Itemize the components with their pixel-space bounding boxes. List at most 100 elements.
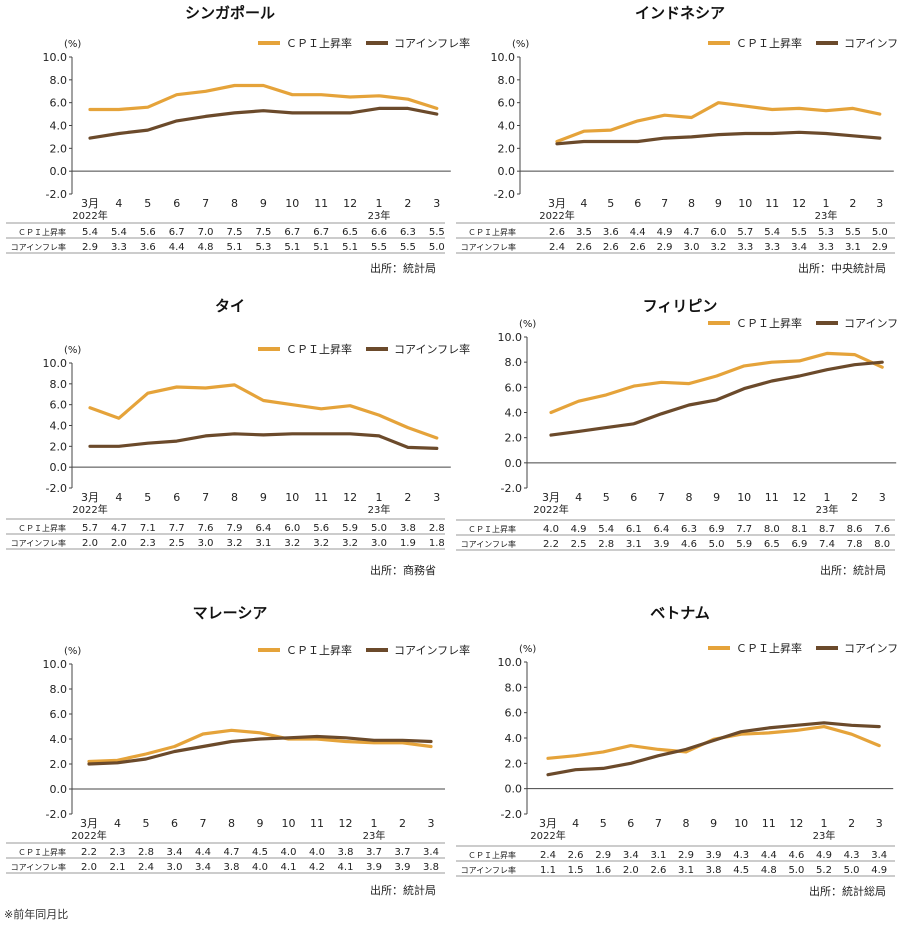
x-tick-label: 9 bbox=[260, 491, 267, 504]
table-cell: 5.1 bbox=[342, 242, 358, 253]
x-tick-label: 8 bbox=[231, 491, 238, 504]
x-tick-label: 4 bbox=[572, 817, 579, 830]
table-cell: 6.3 bbox=[400, 227, 416, 238]
table-cell: 2.4 bbox=[138, 862, 154, 873]
table-cell: 4.1 bbox=[281, 862, 297, 873]
series-line-core bbox=[548, 723, 879, 775]
table-row-label-cpi: ＣＰＩ上昇率 bbox=[468, 227, 516, 237]
x-tick-label: 3月 bbox=[548, 197, 566, 210]
table-cell: 3.3 bbox=[818, 242, 834, 253]
legend-label-core: コアインフレ率 bbox=[394, 36, 470, 50]
y-tick-label: 10.0 bbox=[491, 51, 516, 64]
y-tick-label: 4.0 bbox=[505, 732, 523, 745]
x-tick-label: 12 bbox=[339, 817, 353, 830]
table-cell: 4.3 bbox=[733, 850, 749, 861]
x-tick-label: 10 bbox=[738, 197, 752, 210]
x-tick-label: 3月 bbox=[542, 491, 560, 504]
y-tick-label: 0.0 bbox=[50, 165, 68, 178]
table-cell: 1.1 bbox=[540, 865, 556, 876]
source-label: 出所：統計局 bbox=[370, 883, 436, 897]
table-cell: 3.3 bbox=[111, 242, 127, 253]
table-cell: 3.9 bbox=[366, 862, 382, 873]
x-year-label: 2022年 bbox=[530, 829, 565, 842]
table-cell: 3.2 bbox=[313, 538, 329, 549]
table-cell: 7.0 bbox=[198, 227, 214, 238]
table-cell: 3.2 bbox=[342, 538, 358, 549]
x-tick-label: 11 bbox=[314, 491, 328, 504]
x-tick-label: 5 bbox=[607, 197, 614, 210]
x-year-label: 2022年 bbox=[533, 503, 568, 516]
table-cell: 6.5 bbox=[764, 539, 780, 550]
table-cell: 3.1 bbox=[650, 850, 666, 861]
table-cell: 2.4 bbox=[549, 242, 565, 253]
table-cell: 7.5 bbox=[255, 227, 271, 238]
x-tick-label: 1 bbox=[376, 491, 383, 504]
y-tick-label: -2.0 bbox=[501, 482, 522, 495]
x-year-label: 23年 bbox=[368, 209, 391, 222]
table-cell: 7.6 bbox=[198, 523, 214, 534]
legend-label-core: コアインフレ率 bbox=[394, 342, 470, 356]
x-tick-label: 2 bbox=[404, 197, 411, 210]
table-cell: 8.6 bbox=[847, 524, 863, 535]
table-cell: 2.1 bbox=[110, 862, 126, 873]
table-cell: 3.8 bbox=[423, 862, 439, 873]
chart-title: インドネシア bbox=[635, 4, 725, 22]
table-row-label-core: コアインフレ率 bbox=[11, 862, 66, 872]
chart-panel-2: インドネシア(%)ＣＰＩ上昇率コアインフレ率10.08.06.04.02.00.… bbox=[456, 4, 900, 275]
legend-label-core: コアインフレ率 bbox=[844, 316, 900, 330]
x-tick-label: 11 bbox=[314, 197, 328, 210]
table-cell: 2.6 bbox=[576, 242, 592, 253]
table-cell: 5.7 bbox=[82, 523, 98, 534]
table-row-label-cpi: ＣＰＩ上昇率 bbox=[18, 227, 66, 237]
x-tick-label: 4 bbox=[114, 817, 121, 830]
y-tick-label: 0.0 bbox=[498, 165, 516, 178]
x-tick-label: 4 bbox=[115, 491, 122, 504]
table-cell: 2.6 bbox=[630, 242, 646, 253]
source-label: 出所：統計局 bbox=[370, 261, 436, 275]
table-row-label-cpi: ＣＰＩ上昇率 bbox=[468, 850, 516, 860]
chart-title: シンガポール bbox=[185, 4, 275, 22]
table-cell: 2.5 bbox=[169, 538, 185, 549]
x-tick-label: 5 bbox=[603, 491, 610, 504]
y-tick-label: 10.0 bbox=[498, 331, 523, 344]
x-tick-label: 3月 bbox=[81, 491, 99, 504]
unit-label: (%) bbox=[519, 644, 536, 655]
table-cell: 3.0 bbox=[167, 862, 183, 873]
chart-panel-6: ベトナム(%)ＣＰＩ上昇率コアインフレ率10.08.06.04.02.00.0-… bbox=[456, 604, 900, 898]
table-cell: 7.1 bbox=[140, 523, 156, 534]
x-tick-label: 11 bbox=[765, 491, 779, 504]
legend-label-core: コアインフレ率 bbox=[844, 641, 900, 655]
x-tick-label: 10 bbox=[737, 491, 751, 504]
x-tick-label: 2 bbox=[848, 817, 855, 830]
x-tick-label: 3月 bbox=[539, 817, 557, 830]
table-cell: 4.1 bbox=[338, 862, 354, 873]
x-tick-label: 3 bbox=[876, 817, 883, 830]
y-tick-label: -2.0 bbox=[46, 482, 67, 495]
table-cell: 1.9 bbox=[400, 538, 416, 549]
table-cell: 4.9 bbox=[571, 524, 587, 535]
source-label: 出所：統計局 bbox=[820, 563, 886, 577]
table-cell: 5.9 bbox=[342, 523, 358, 534]
table-cell: 4.7 bbox=[224, 847, 240, 858]
table-cell: 3.3 bbox=[764, 242, 780, 253]
table-cell: 3.0 bbox=[684, 242, 700, 253]
y-tick-label: 10.0 bbox=[498, 656, 523, 669]
y-tick-label: -2.0 bbox=[46, 188, 67, 201]
table-cell: 6.4 bbox=[653, 524, 669, 535]
table-cell: 3.3 bbox=[737, 242, 753, 253]
x-tick-label: 3 bbox=[428, 817, 435, 830]
table-cell: 6.5 bbox=[342, 227, 358, 238]
y-tick-label: 6.0 bbox=[50, 97, 68, 110]
x-tick-label: 4 bbox=[115, 197, 122, 210]
series-line-cpi bbox=[90, 86, 437, 110]
table-cell: 4.4 bbox=[195, 847, 211, 858]
y-tick-label: 2.0 bbox=[50, 142, 68, 155]
legend-label-cpi: ＣＰＩ上昇率 bbox=[736, 316, 802, 330]
y-tick-label: 2.0 bbox=[505, 432, 523, 445]
footnote: ※前年同月比 bbox=[4, 906, 68, 922]
x-tick-label: 6 bbox=[630, 491, 637, 504]
table-cell: 5.6 bbox=[313, 523, 329, 534]
series-line-core bbox=[557, 132, 880, 144]
y-tick-label: 10.0 bbox=[43, 357, 68, 370]
x-year-label: 23年 bbox=[813, 829, 836, 842]
